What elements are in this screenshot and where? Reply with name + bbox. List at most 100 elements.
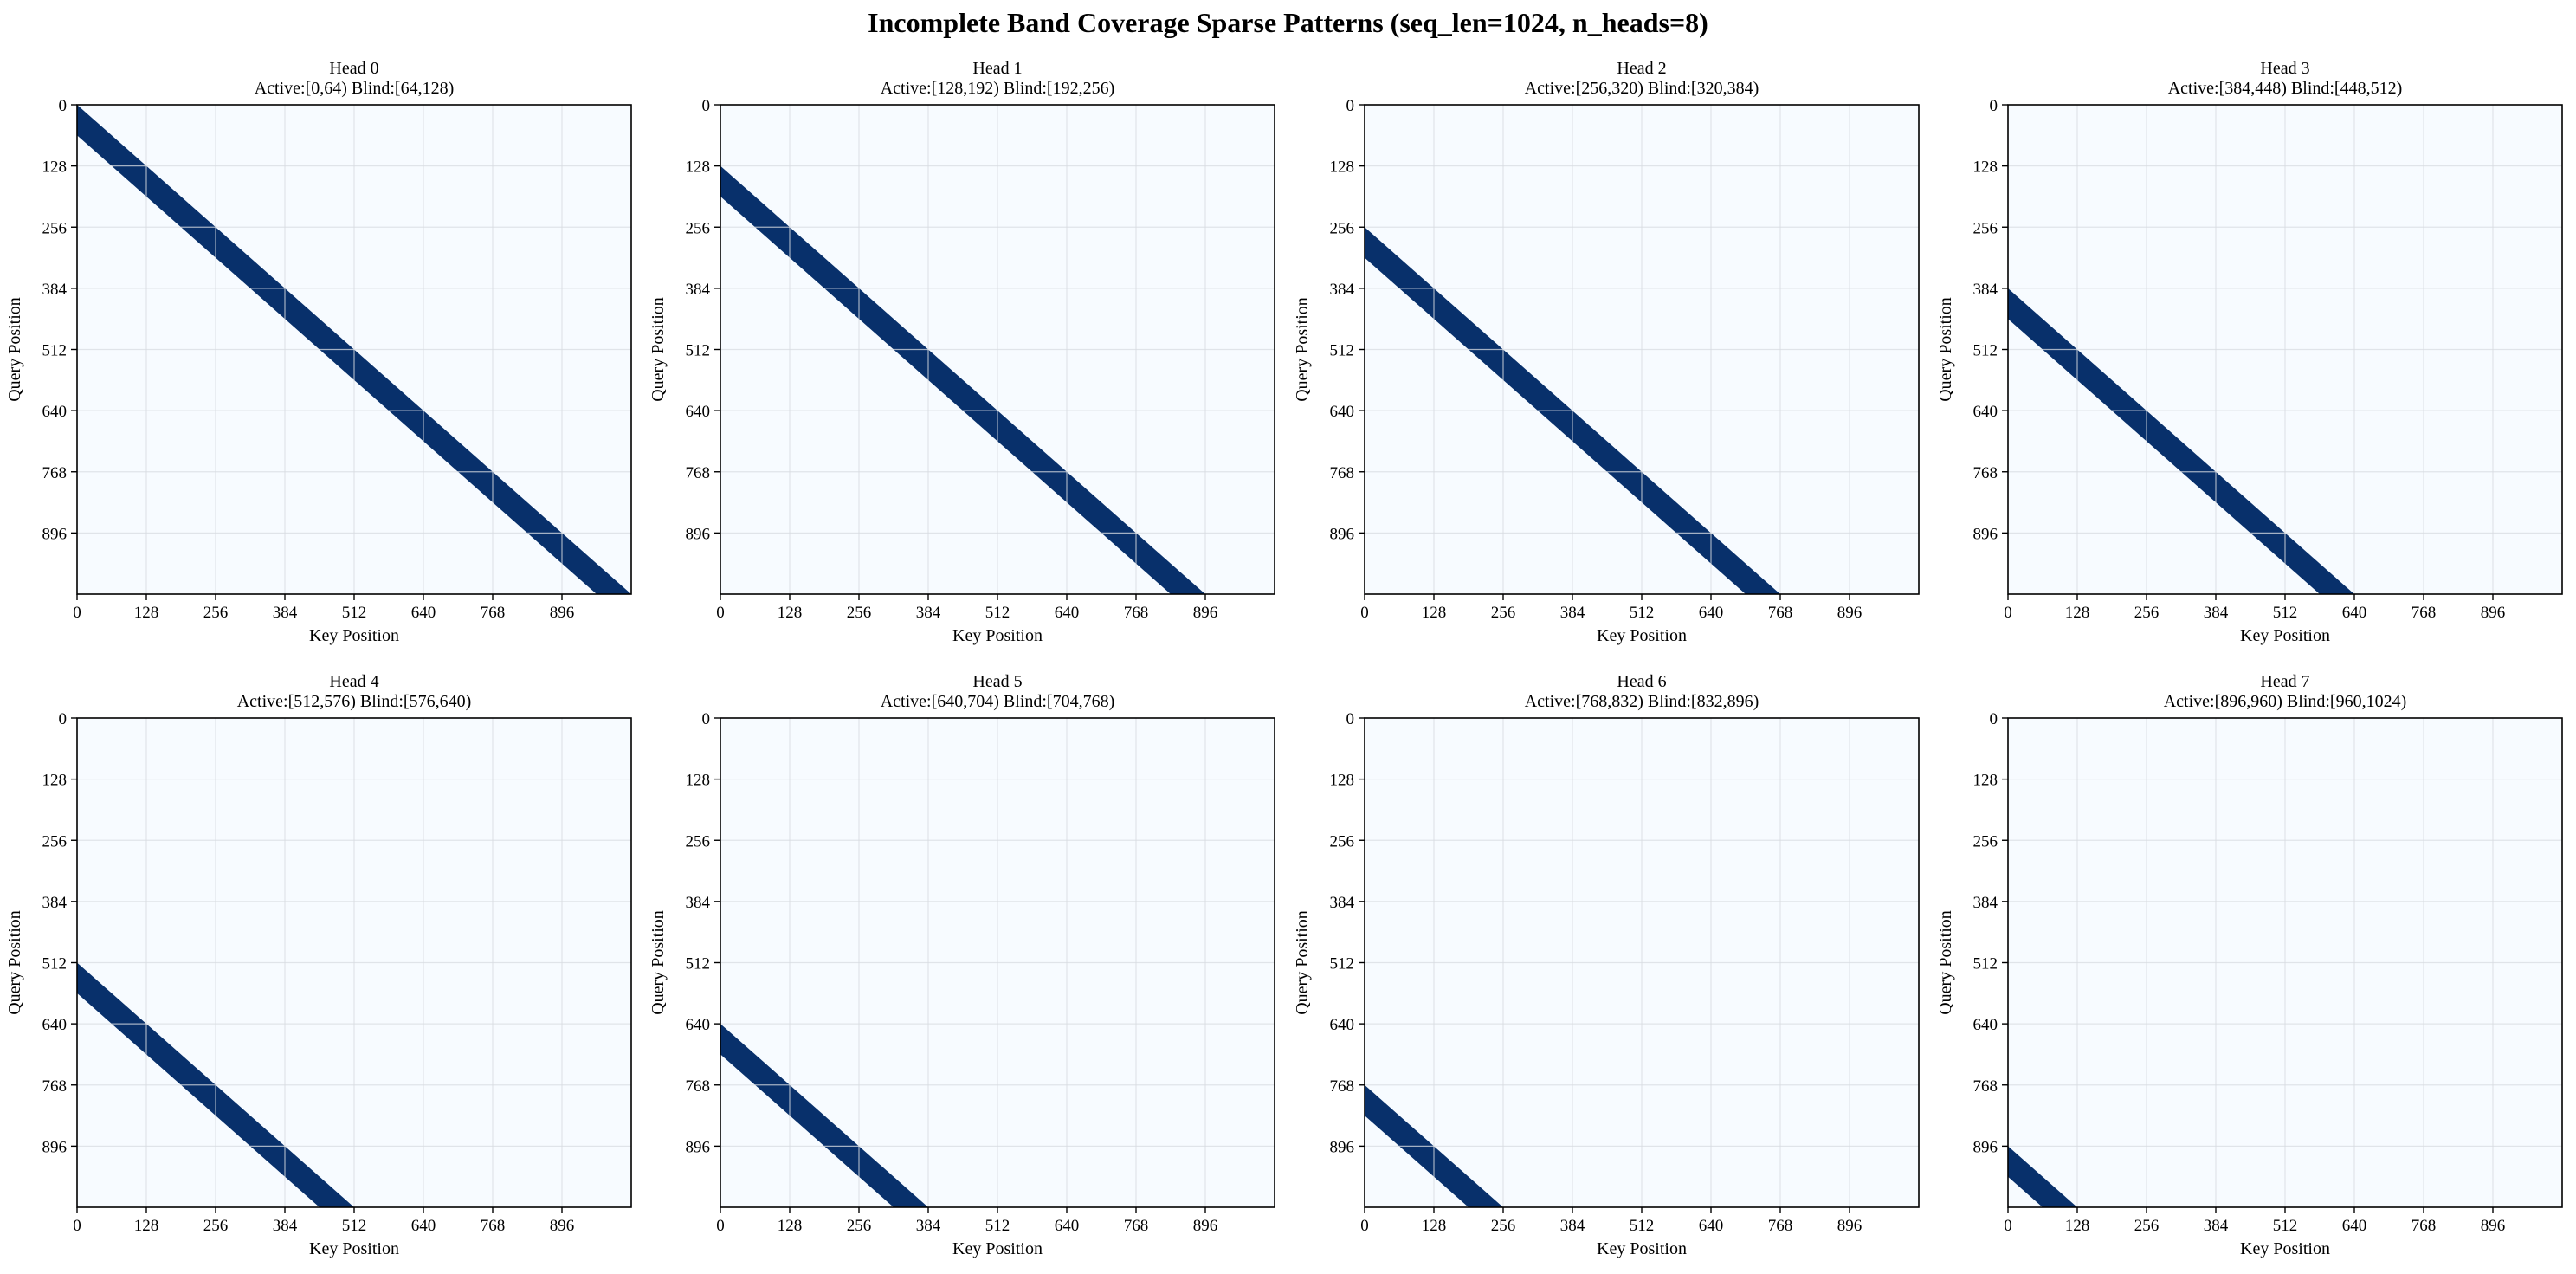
x-tick-label: 384	[273, 604, 298, 622]
y-axis-label: Query Position	[1936, 297, 1955, 402]
x-tick-label: 896	[2481, 604, 2506, 622]
x-tick-label: 0	[716, 604, 725, 622]
y-tick-label: 896	[1330, 1138, 1355, 1156]
x-tick-label: 640	[411, 604, 436, 622]
x-tick-label: 384	[1560, 604, 1585, 622]
y-tick-label: 768	[1973, 1077, 1998, 1096]
y-tick-label: 0	[702, 97, 711, 115]
x-tick-label: 512	[985, 604, 1010, 622]
x-tick-label: 640	[1699, 604, 1724, 622]
figure-title: Incomplete Band Coverage Sparse Patterns…	[868, 7, 1708, 38]
y-tick-label: 0	[1990, 710, 1998, 728]
y-tick-label: 512	[42, 342, 68, 360]
x-tick-label: 640	[1055, 1217, 1080, 1235]
x-tick-label: 256	[1491, 604, 1516, 622]
x-tick-label: 128	[2065, 604, 2090, 622]
y-tick-label: 640	[686, 1016, 711, 1034]
x-tick-label: 128	[778, 604, 803, 622]
y-tick-label: 640	[1973, 403, 1998, 421]
x-tick-label: 0	[2004, 1217, 2012, 1235]
x-axis-label: Key Position	[2240, 1239, 2330, 1258]
x-tick-label: 0	[1360, 604, 1369, 622]
attention-band	[2008, 1146, 2077, 1207]
x-tick-label: 256	[2134, 604, 2160, 622]
y-tick-label: 128	[1330, 158, 1355, 177]
x-tick-label: 640	[1699, 1217, 1724, 1235]
x-tick-label: 640	[2342, 604, 2367, 622]
x-tick-label: 0	[2004, 604, 2012, 622]
chart-subtitle: Active:[768,832) Blind:[832,896)	[1525, 692, 1759, 711]
x-axis-label: Key Position	[1597, 626, 1687, 645]
x-tick-label: 256	[2134, 1217, 2160, 1235]
chart-subtitle: Active:[896,960) Blind:[960,1024)	[2164, 692, 2407, 711]
y-tick-label: 0	[1346, 710, 1355, 728]
chart-subtitle: Active:[384,448) Blind:[448,512)	[2168, 79, 2403, 98]
y-tick-label: 512	[1973, 342, 1998, 360]
x-tick-label: 512	[2273, 1217, 2298, 1235]
x-tick-label: 896	[1193, 1217, 1218, 1235]
chart-title: Head 0	[329, 59, 378, 78]
y-tick-label: 896	[686, 1138, 711, 1156]
y-tick-label: 128	[1330, 772, 1355, 790]
y-tick-label: 256	[1973, 832, 1998, 850]
x-tick-label: 640	[411, 1217, 436, 1235]
x-tick-label: 896	[1837, 604, 1863, 622]
y-tick-label: 768	[1330, 1077, 1355, 1096]
x-tick-label: 768	[2411, 1217, 2437, 1235]
y-axis-label: Query Position	[5, 910, 24, 1015]
y-tick-label: 512	[686, 342, 711, 360]
y-tick-label: 256	[686, 832, 711, 850]
y-tick-label: 256	[686, 219, 711, 237]
x-tick-label: 128	[778, 1217, 803, 1235]
y-tick-label: 768	[42, 464, 68, 482]
y-tick-label: 256	[1973, 219, 1998, 237]
y-tick-label: 768	[1330, 464, 1355, 482]
y-tick-label: 128	[42, 158, 68, 177]
y-tick-label: 768	[686, 1077, 711, 1096]
x-tick-label: 128	[2065, 1217, 2090, 1235]
y-tick-label: 128	[1973, 158, 1998, 177]
chart-title: Head 3	[2260, 59, 2309, 78]
x-axis-label: Key Position	[1597, 1239, 1687, 1258]
y-tick-label: 896	[42, 525, 68, 543]
x-tick-label: 384	[1560, 1217, 1585, 1235]
chart-title: Head 5	[972, 672, 1022, 691]
x-tick-label: 768	[1124, 604, 1149, 622]
y-tick-label: 256	[42, 832, 68, 850]
x-tick-label: 896	[1193, 604, 1218, 622]
y-tick-label: 768	[1973, 464, 1998, 482]
y-tick-label: 384	[1973, 281, 1998, 299]
x-tick-label: 896	[1837, 1217, 1863, 1235]
chart-subtitle: Active:[256,320) Blind:[320,384)	[1525, 79, 1759, 98]
attention-band	[720, 165, 1205, 594]
y-axis-label: Query Position	[649, 297, 668, 402]
y-tick-label: 384	[1330, 281, 1355, 299]
x-tick-label: 640	[1055, 604, 1080, 622]
x-tick-label: 512	[1630, 1217, 1655, 1235]
x-tick-label: 896	[550, 604, 575, 622]
y-tick-label: 512	[42, 955, 68, 973]
y-tick-label: 0	[59, 97, 68, 115]
y-tick-label: 512	[686, 955, 711, 973]
x-axis-label: Key Position	[952, 626, 1043, 645]
x-tick-label: 768	[2411, 604, 2437, 622]
x-tick-label: 512	[342, 1217, 367, 1235]
y-tick-label: 512	[1330, 955, 1355, 973]
x-tick-label: 0	[716, 1217, 725, 1235]
x-tick-label: 256	[847, 604, 872, 622]
x-tick-label: 128	[1422, 604, 1447, 622]
x-tick-label: 256	[203, 604, 229, 622]
y-tick-label: 896	[1973, 525, 1998, 543]
x-tick-label: 512	[2273, 604, 2298, 622]
y-axis-label: Query Position	[5, 297, 24, 402]
y-axis-label: Query Position	[1293, 910, 1312, 1015]
chart-subtitle: Active:[0,64) Blind:[64,128)	[255, 79, 455, 98]
x-tick-label: 256	[1491, 1217, 1516, 1235]
x-axis-label: Key Position	[2240, 626, 2330, 645]
